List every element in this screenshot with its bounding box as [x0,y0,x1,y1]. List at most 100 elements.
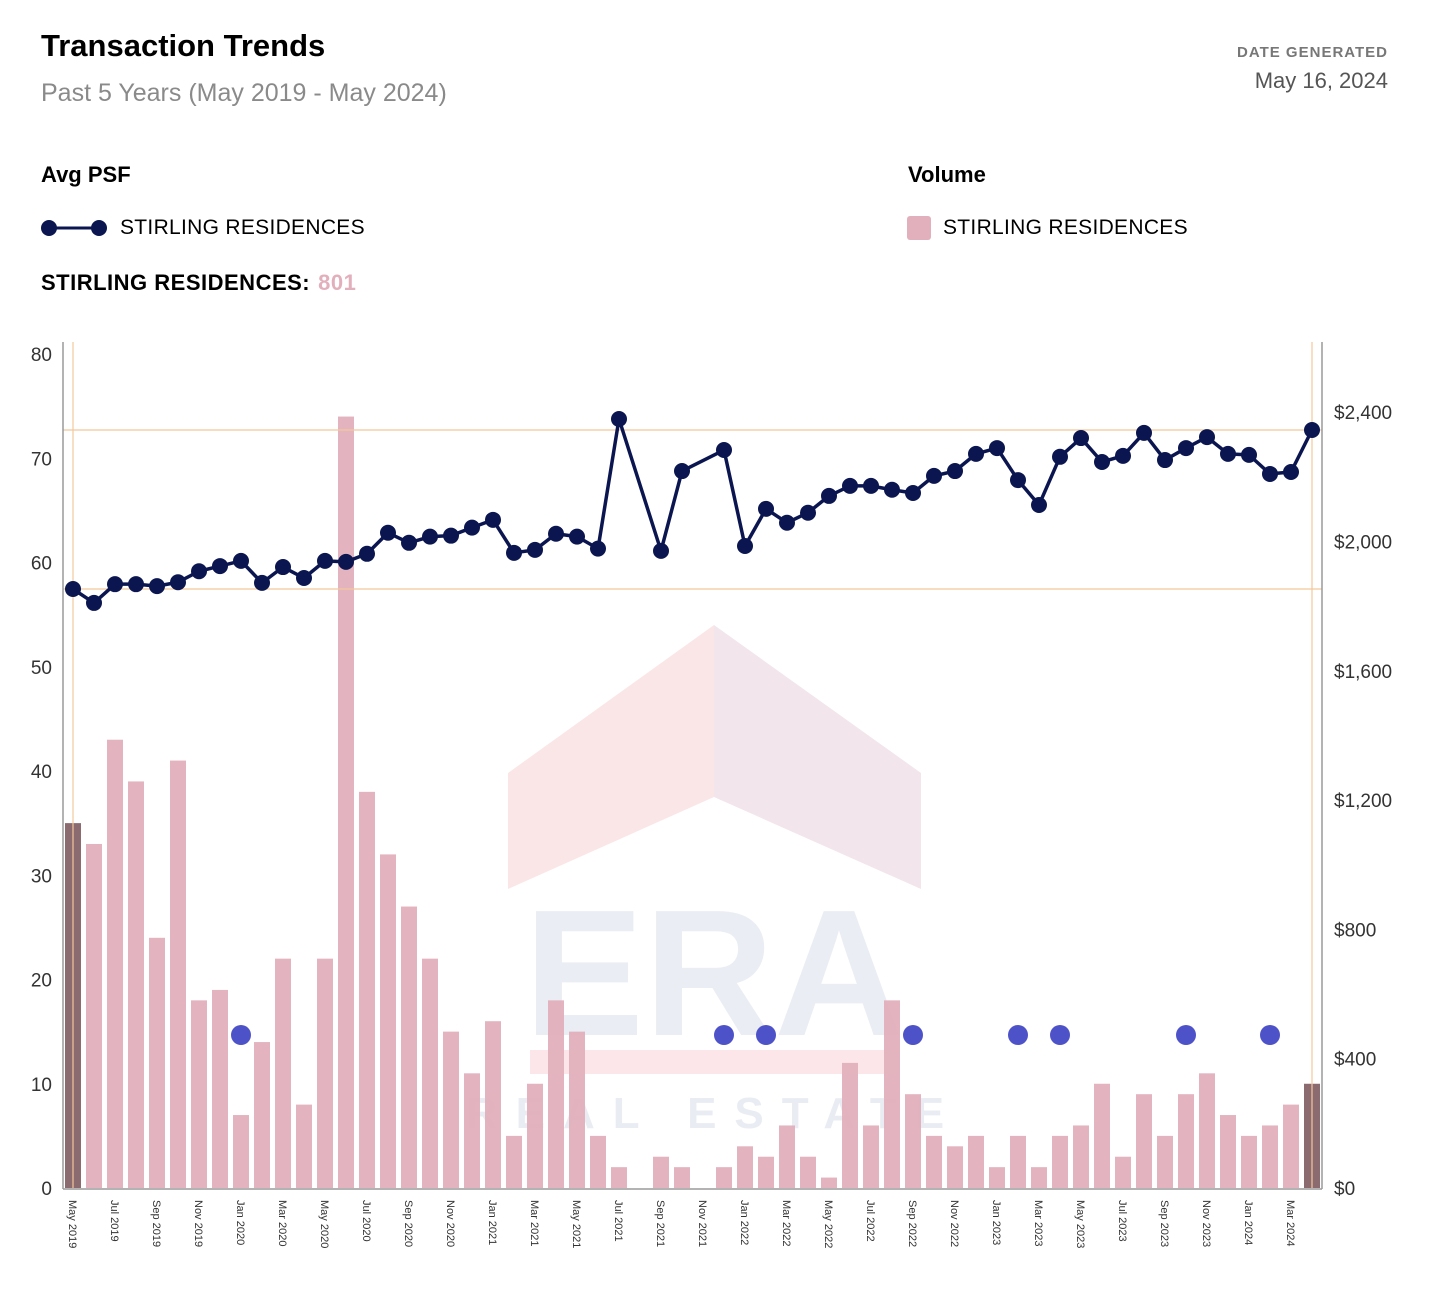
psf-point [254,574,270,591]
legend-label-psf: STIRLING RESIDENCES [120,216,365,239]
psf-point [947,463,963,480]
volume-bar [947,1146,963,1188]
psf-point [65,581,81,598]
volume-bar [296,1104,312,1188]
volume-bar [1262,1125,1278,1188]
volume-bar [884,1000,900,1188]
psf-point [1052,448,1068,465]
psf-point [779,514,795,531]
left-axis-tick-label: 10 [31,1075,52,1096]
bar-legend-swatch-icon [907,216,931,240]
left-axis-tick-label: 40 [31,762,52,783]
volume-bar [968,1135,984,1188]
psf-point [737,538,753,555]
x-axis-tick-label: Sep 2023 [1158,1200,1170,1247]
legend-item-volume[interactable]: STIRLING RESIDENCES [907,216,1188,240]
psf-point [86,594,102,611]
psf-point [275,559,291,576]
volume-bar [86,843,102,1188]
volume-bar [443,1031,459,1188]
volume-bar [107,739,123,1188]
x-axis-tick-label: Mar 2024 [1284,1200,1296,1246]
x-axis-tick-label: May 2021 [570,1200,582,1248]
volume-bar [212,989,228,1188]
volume-bar [317,958,333,1188]
volume-bar [1157,1135,1173,1188]
x-axis-tick-label: Nov 2019 [192,1200,204,1247]
x-axis-tick-label: May 2022 [822,1200,834,1248]
volume-bar [464,1073,480,1188]
psf-line [72,417,1314,605]
left-axis-tick-label: 80 [31,345,52,366]
right-axis-tick-label: $1,600 [1334,662,1392,683]
volume-bar [548,1000,564,1188]
right-axis-tick-label: $1,200 [1334,791,1392,812]
psf-point [191,563,207,580]
psf-point [611,410,627,427]
left-axis-tick-label: 30 [31,866,52,887]
psf-point [317,552,333,569]
right-axis-tick-label: $0 [1334,1179,1355,1200]
volume-bar [716,1167,732,1188]
psf-point [1136,424,1152,441]
psf-point [905,485,921,502]
volume-bar [254,1042,270,1188]
x-axis-tick-label: Jul 2020 [360,1200,372,1242]
x-axis-tick-label: Mar 2023 [1032,1200,1044,1246]
volume-bar [653,1156,669,1188]
volume-bar [506,1135,522,1188]
month-marker [231,1025,251,1045]
month-marker [1050,1025,1070,1045]
psf-point [1115,447,1131,464]
psf-point [170,574,186,591]
psf-point [989,440,1005,457]
left-axis-tick-label: 0 [41,1179,52,1200]
volume-bar [821,1177,837,1188]
watermark-brand: ERA [524,873,904,1074]
volume-bar [1052,1135,1068,1188]
volume-bar [1115,1156,1131,1188]
volume-bar [128,781,144,1188]
x-axis-tick-label: Jan 2023 [990,1200,1002,1245]
volume-bar [527,1083,543,1188]
volume-bar [590,1135,606,1188]
volume-bar [380,854,396,1188]
volume-bar [611,1167,627,1188]
x-axis-tick-label: Jan 2021 [486,1200,498,1245]
month-marker [1176,1025,1196,1045]
volume-total-value: 801 [318,270,357,295]
volume-bar [863,1125,879,1188]
x-axis-tick-label: Jan 2024 [1242,1200,1254,1245]
psf-point [338,553,354,570]
psf-point [842,477,858,494]
volume-bar [1136,1094,1152,1188]
month-marker [756,1025,776,1045]
line-legend-icon [41,220,107,236]
x-axis-tick-label: Jan 2022 [738,1200,750,1245]
x-axis-tick-label: Sep 2019 [150,1200,162,1247]
volume-bar [233,1115,249,1188]
left-axis-tick-label: 20 [31,971,52,992]
volume-bar [779,1125,795,1188]
psf-point [422,528,438,545]
psf-point [1283,464,1299,481]
psf-point [884,481,900,498]
page-subtitle: Past 5 Years (May 2019 - May 2024) [41,79,447,107]
legend-item-psf[interactable]: STIRLING RESIDENCES [40,216,365,240]
psf-point [212,558,228,575]
month-marker [1008,1025,1028,1045]
psf-point [128,576,144,593]
psf-point [149,578,165,595]
x-axis-tick-label: May 2020 [318,1200,330,1248]
x-axis-tick-label: Jul 2021 [612,1200,624,1242]
x-axis-tick-label: Jul 2023 [1116,1200,1128,1242]
psf-point [674,463,690,480]
volume-bar [800,1156,816,1188]
volume-bar [1283,1104,1299,1188]
x-axis-tick-label: May 2023 [1074,1200,1086,1248]
left-axis-tick-label: 70 [31,449,52,470]
psf-point [1031,496,1047,513]
psf-point [506,544,522,561]
psf-point [548,525,564,542]
psf-point [800,504,816,521]
